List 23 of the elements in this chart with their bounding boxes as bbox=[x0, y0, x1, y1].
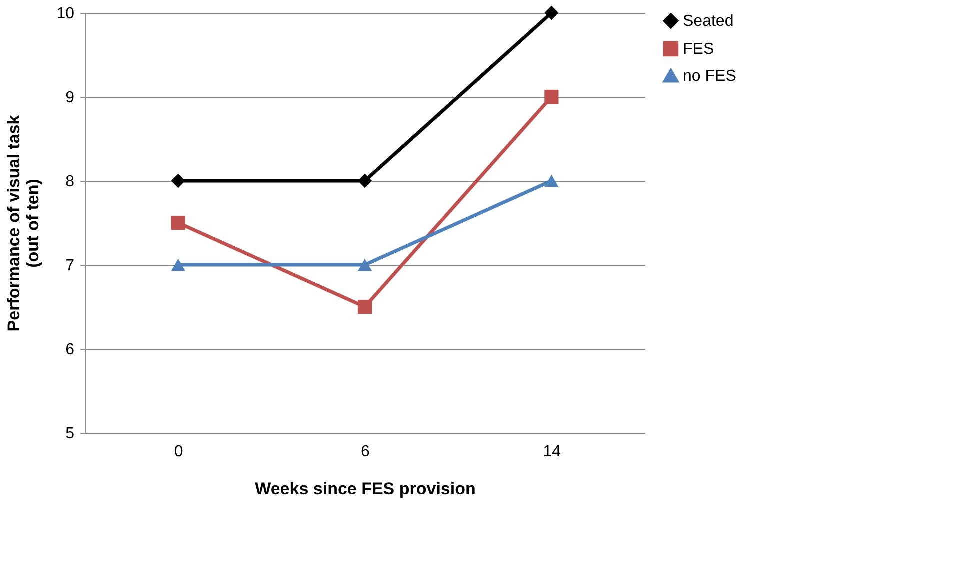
point bbox=[358, 174, 372, 188]
y-tick-label: 10 bbox=[56, 6, 75, 22]
x-tick-label: 0 bbox=[174, 444, 184, 460]
y-tick-label: 5 bbox=[66, 426, 75, 442]
point bbox=[171, 174, 186, 188]
y-tick-label: 8 bbox=[66, 174, 75, 190]
x-axis-title: Weeks since FES provision bbox=[255, 480, 476, 498]
y-tick-label: 9 bbox=[66, 90, 75, 106]
y-tick-label: 7 bbox=[66, 258, 75, 274]
x-tick-label: 6 bbox=[361, 444, 370, 460]
x-tick-label: 14 bbox=[543, 444, 562, 460]
point bbox=[544, 174, 559, 188]
point bbox=[544, 90, 559, 104]
point bbox=[358, 300, 372, 314]
legend-label: no FES bbox=[683, 68, 736, 85]
point bbox=[171, 216, 186, 230]
legend-label: Seated bbox=[683, 13, 734, 30]
point bbox=[544, 6, 559, 20]
y-axis-title: Performance of visual task (out of ten) bbox=[4, 114, 43, 332]
y-tick-label: 6 bbox=[66, 342, 75, 358]
legend-label: FES bbox=[683, 41, 714, 58]
point bbox=[171, 258, 186, 272]
point bbox=[358, 258, 372, 272]
